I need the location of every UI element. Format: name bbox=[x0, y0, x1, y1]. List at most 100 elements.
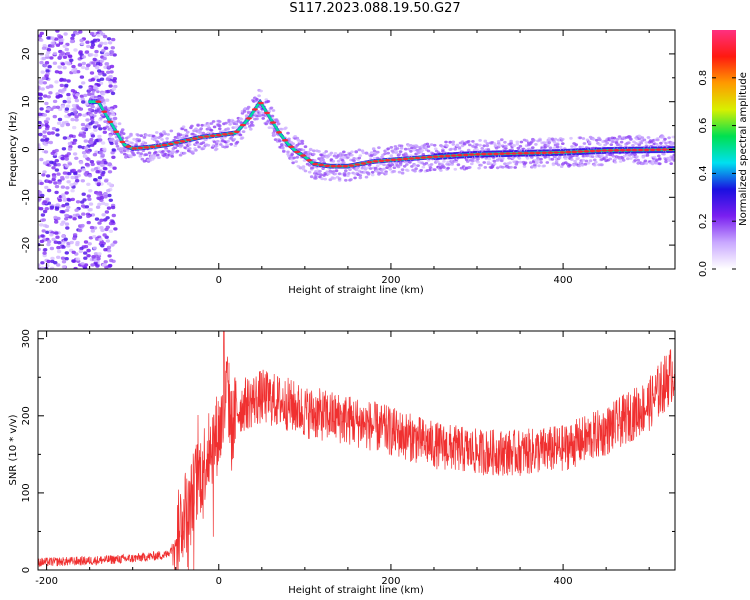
halo-cell bbox=[595, 138, 599, 142]
halo-cell bbox=[165, 155, 169, 159]
halo-cell bbox=[98, 110, 102, 114]
halo-cell bbox=[518, 144, 523, 148]
halo-cell bbox=[317, 157, 321, 161]
halo-cell bbox=[530, 156, 534, 159]
noise-cell bbox=[40, 266, 45, 269]
halo-cell bbox=[241, 130, 246, 134]
noise-cell bbox=[61, 265, 67, 269]
noise-cell bbox=[102, 73, 107, 77]
spectrogram-axes: -200 0 200 400 -20 -10 0 10 20 bbox=[21, 29, 675, 286]
halo-cell bbox=[583, 162, 588, 166]
noise-cell bbox=[56, 172, 61, 176]
halo-cell bbox=[104, 108, 108, 111]
ridge-peak bbox=[312, 162, 319, 166]
noise-cell bbox=[48, 180, 53, 184]
noise-cell bbox=[80, 223, 85, 228]
snr-y-axis-label: SNR (10 * v/v) bbox=[8, 414, 19, 485]
noise-cell bbox=[54, 159, 59, 163]
halo-cell bbox=[398, 163, 403, 167]
noise-cell bbox=[52, 51, 58, 56]
snr-x-tick-label: -200 bbox=[35, 576, 58, 587]
halo-cell bbox=[312, 152, 316, 156]
ridge-peak bbox=[215, 133, 222, 137]
noise-cell bbox=[94, 217, 100, 221]
noise-cell bbox=[89, 160, 95, 164]
halo-cell bbox=[393, 145, 398, 148]
halo-cell bbox=[402, 164, 407, 168]
halo-cell bbox=[275, 119, 280, 123]
halo-cell bbox=[162, 130, 166, 134]
halo-cell bbox=[619, 140, 624, 144]
colorbar-tick-label: 0.0 bbox=[698, 261, 709, 277]
ridge-peak bbox=[318, 163, 325, 167]
halo-cell bbox=[350, 153, 354, 157]
halo-cell bbox=[342, 150, 346, 154]
noise-cell bbox=[51, 177, 56, 182]
halo-cell bbox=[545, 161, 550, 164]
noise-cell bbox=[103, 179, 109, 183]
halo-cell bbox=[629, 157, 633, 160]
noise-cell bbox=[65, 51, 71, 56]
noise-cell bbox=[100, 244, 105, 248]
halo-cell bbox=[570, 145, 574, 148]
noise-cell bbox=[106, 89, 111, 94]
halo-cell bbox=[306, 150, 311, 154]
spectrogram-x-tick-label: 200 bbox=[381, 275, 400, 286]
halo-cell bbox=[226, 139, 230, 143]
noise-cell bbox=[97, 221, 102, 225]
noise-cell bbox=[42, 81, 47, 85]
noise-cell bbox=[61, 260, 67, 264]
noise-cell bbox=[72, 236, 77, 241]
noise-cell bbox=[78, 30, 83, 34]
halo-cell bbox=[320, 156, 324, 160]
figure-title: S117.2023.088.19.50.G27 bbox=[289, 1, 461, 16]
noise-cell bbox=[95, 264, 100, 268]
ridge-peak bbox=[450, 154, 457, 157]
noise-cell bbox=[49, 246, 55, 251]
ridge-peak bbox=[420, 156, 427, 159]
noise-cell bbox=[95, 65, 100, 70]
ridge-peak bbox=[493, 152, 499, 156]
noise-cell bbox=[49, 56, 54, 60]
halo-cell bbox=[593, 163, 597, 167]
noise-cell bbox=[38, 197, 42, 201]
noise-cell bbox=[67, 147, 73, 151]
noise-cell bbox=[81, 151, 87, 155]
noise-cell bbox=[103, 248, 108, 252]
halo-cell bbox=[224, 121, 228, 125]
halo-cell bbox=[329, 151, 334, 155]
halo-cell bbox=[416, 164, 420, 168]
halo-cell bbox=[264, 98, 269, 101]
halo-cell bbox=[399, 146, 404, 150]
noise-cell bbox=[72, 125, 77, 130]
noise-cell bbox=[99, 160, 104, 164]
halo-cell bbox=[642, 138, 647, 142]
halo-cell bbox=[166, 133, 170, 136]
noise-cell bbox=[43, 94, 48, 98]
noise-cell bbox=[70, 117, 75, 122]
noise-cell bbox=[50, 259, 55, 264]
ridge-peak bbox=[462, 153, 469, 157]
halo-cell bbox=[476, 157, 480, 161]
halo-cell bbox=[644, 141, 649, 144]
ridge-peak bbox=[390, 158, 397, 162]
noise-cell bbox=[78, 107, 84, 111]
halo-cell bbox=[294, 160, 299, 164]
halo-cell bbox=[466, 148, 471, 152]
noise-cell bbox=[99, 77, 105, 81]
noise-cell bbox=[60, 185, 66, 189]
halo-cell bbox=[337, 177, 342, 181]
noise-cell bbox=[57, 55, 62, 60]
noise-cell bbox=[49, 266, 55, 269]
noise-cell bbox=[39, 60, 44, 65]
noise-cell bbox=[77, 169, 82, 173]
noise-cell bbox=[108, 74, 113, 79]
noise-cell bbox=[64, 157, 70, 161]
noise-cell bbox=[94, 167, 99, 171]
halo-cell bbox=[271, 109, 276, 112]
halo-cell bbox=[537, 164, 541, 168]
noise-cell bbox=[54, 220, 59, 224]
noise-cell bbox=[54, 231, 59, 235]
noise-cell bbox=[45, 117, 51, 121]
noise-cell bbox=[50, 36, 55, 40]
